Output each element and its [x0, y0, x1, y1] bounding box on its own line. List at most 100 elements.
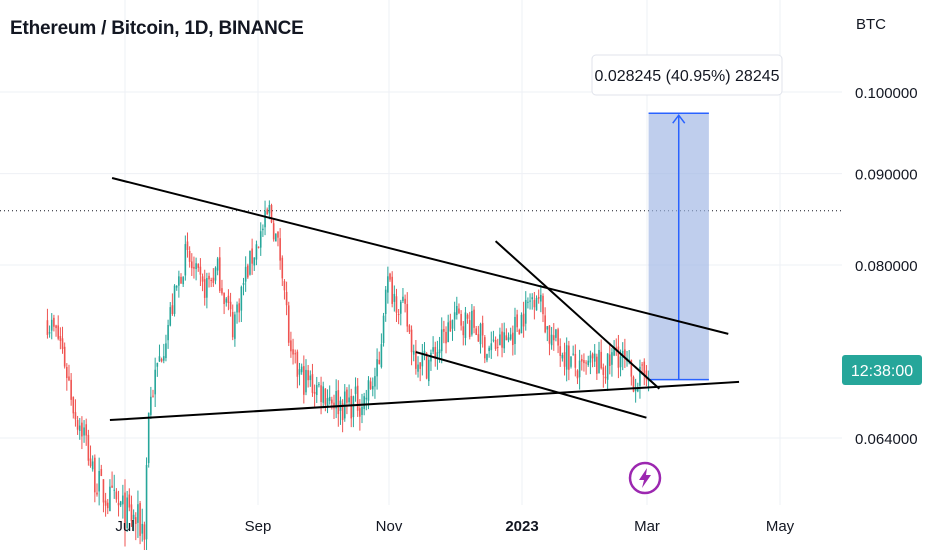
price-badge-label: 12:38:00: [851, 363, 913, 380]
candle-body: [359, 408, 361, 417]
candle-body: [550, 334, 553, 346]
candle-body: [169, 307, 172, 326]
candle-body: [197, 264, 200, 268]
candle-body: [576, 370, 579, 379]
candle-body: [143, 524, 146, 540]
candle-body: [410, 329, 413, 353]
candle-body: [587, 360, 590, 365]
candle-body: [546, 326, 549, 330]
candle-body: [443, 328, 445, 332]
candle-body: [354, 386, 357, 394]
candle-body: [585, 362, 587, 364]
lightning-icon[interactable]: [628, 461, 662, 495]
candle-body: [231, 312, 234, 338]
trendlines[interactable]: [109, 177, 740, 422]
candle-body: [320, 385, 322, 402]
candle-body: [68, 376, 70, 381]
candle-body: [384, 289, 387, 315]
candle-body: [516, 314, 518, 328]
candle-body: [361, 406, 363, 415]
time-axis[interactable]: Jul Sep Nov 2023 Mar May: [115, 518, 794, 535]
candle-body: [486, 354, 488, 361]
candle-body: [434, 346, 437, 359]
price-tick: 0.080000: [855, 258, 918, 275]
candle-body: [604, 376, 607, 379]
candle-body: [100, 469, 103, 476]
candle-body: [46, 320, 49, 335]
price-axis[interactable]: BTC 0.100000 0.090000 0.080000 0.064000 …: [842, 16, 922, 448]
candle-body: [456, 305, 458, 316]
candle-body: [81, 422, 83, 437]
candle-body: [512, 332, 514, 346]
candle-body: [279, 238, 281, 261]
candle-body: [555, 329, 557, 338]
measure-label-text: 0.028245 (40.95%) 28245: [594, 68, 779, 85]
candle-body: [589, 355, 592, 363]
price-badge-bg: [842, 355, 922, 385]
candle-body: [568, 345, 570, 370]
candle-body: [412, 350, 415, 355]
candle-body: [387, 276, 389, 293]
trendline-steep-resistance[interactable]: [494, 240, 661, 390]
candle-body: [598, 349, 600, 374]
candle-body: [531, 297, 534, 300]
candle-body: [389, 273, 391, 280]
candle-body: [253, 257, 256, 266]
candle-body: [561, 354, 564, 359]
candle-body: [113, 489, 116, 491]
candle-body: [460, 313, 462, 326]
candle-body: [331, 399, 333, 404]
candle-body: [221, 288, 223, 294]
candle-body: [225, 298, 228, 303]
candle-body: [294, 353, 297, 355]
candle-body: [137, 504, 139, 523]
candle-body: [227, 295, 230, 304]
candle-body: [471, 310, 473, 335]
candle-body: [281, 257, 284, 279]
candle-body: [264, 211, 266, 228]
trendline-lower-support[interactable]: [109, 380, 740, 422]
candle-body: [533, 300, 536, 308]
candle-body: [195, 263, 197, 270]
candle-body: [63, 346, 66, 367]
candle-body: [382, 315, 385, 344]
candle-body: [74, 412, 77, 420]
candle-body: [529, 300, 531, 302]
candle-body: [540, 294, 542, 302]
candle-body: [524, 300, 527, 324]
candle-body: [578, 360, 581, 378]
measure-tool[interactable]: [648, 112, 709, 381]
candle-body: [477, 334, 480, 342]
candle-body: [466, 314, 469, 319]
candle-body: [468, 320, 471, 338]
candle-body: [488, 347, 490, 352]
candle-body: [247, 265, 249, 278]
candle-body: [50, 319, 53, 331]
candle-body: [544, 315, 546, 333]
measure-label-bg: [591, 54, 783, 96]
candle-body: [216, 258, 219, 271]
candle-body: [184, 244, 187, 276]
candle-body: [341, 403, 344, 420]
candle-body: [565, 345, 568, 370]
axis-unit-label: BTC: [856, 16, 886, 33]
candle-body: [89, 458, 92, 467]
candle-body: [117, 502, 120, 506]
candle-body: [453, 312, 456, 320]
candle-body: [606, 353, 609, 380]
candle-body: [352, 396, 355, 418]
candle-body: [552, 335, 555, 341]
candle-body: [199, 266, 202, 275]
candle-body: [374, 376, 376, 387]
trendline-upper-resistance[interactable]: [111, 177, 729, 335]
candle-body: [186, 241, 189, 251]
candle-body: [484, 337, 486, 359]
candle-body: [167, 324, 169, 341]
trendline-falling-channel[interactable]: [415, 351, 647, 419]
candle-body: [520, 314, 523, 334]
candlesticks: [46, 200, 650, 550]
candle-body: [645, 370, 648, 380]
candle-body: [171, 305, 174, 314]
candle-body: [496, 347, 499, 349]
